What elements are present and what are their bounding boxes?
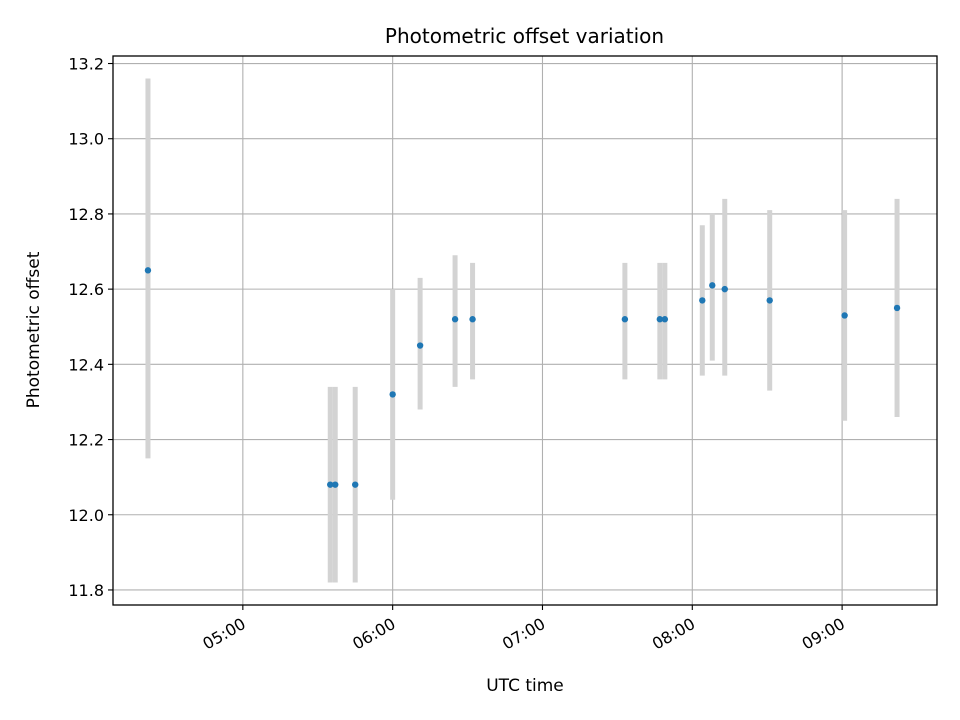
data-point bbox=[661, 316, 669, 323]
data-point bbox=[332, 481, 339, 488]
y-tick-label: 12.2 bbox=[68, 431, 104, 450]
y-axis-title: Photometric offset bbox=[24, 251, 44, 408]
data-point bbox=[893, 304, 901, 312]
data-point bbox=[144, 267, 152, 274]
data-point bbox=[451, 316, 459, 323]
data-point bbox=[766, 297, 773, 304]
data-point bbox=[469, 316, 476, 323]
data-point bbox=[699, 297, 706, 304]
y-tick-label: 12.4 bbox=[68, 355, 104, 374]
y-tick-label: 12.0 bbox=[68, 506, 104, 525]
plot-area bbox=[113, 56, 937, 605]
plot-frame bbox=[112, 55, 938, 606]
data-point bbox=[841, 312, 848, 319]
data-point bbox=[656, 316, 664, 323]
data-point bbox=[352, 481, 359, 488]
data-point bbox=[621, 316, 629, 323]
data-point bbox=[709, 282, 716, 289]
y-tick-label: 13.0 bbox=[68, 130, 104, 149]
data-point bbox=[389, 391, 396, 398]
data-point bbox=[327, 481, 334, 488]
y-tick-label: 11.8 bbox=[68, 581, 104, 600]
grid-lines bbox=[113, 56, 937, 605]
x-axis-title: UTC time bbox=[486, 676, 564, 696]
y-tick-label: 12.8 bbox=[68, 205, 104, 224]
chart-title: Photometric offset variation bbox=[385, 24, 664, 48]
data-point bbox=[416, 342, 424, 349]
y-tick-label: 13.2 bbox=[68, 55, 104, 74]
data-points bbox=[144, 267, 901, 488]
y-tick-label: 12.6 bbox=[68, 280, 104, 299]
data-point bbox=[721, 285, 728, 293]
